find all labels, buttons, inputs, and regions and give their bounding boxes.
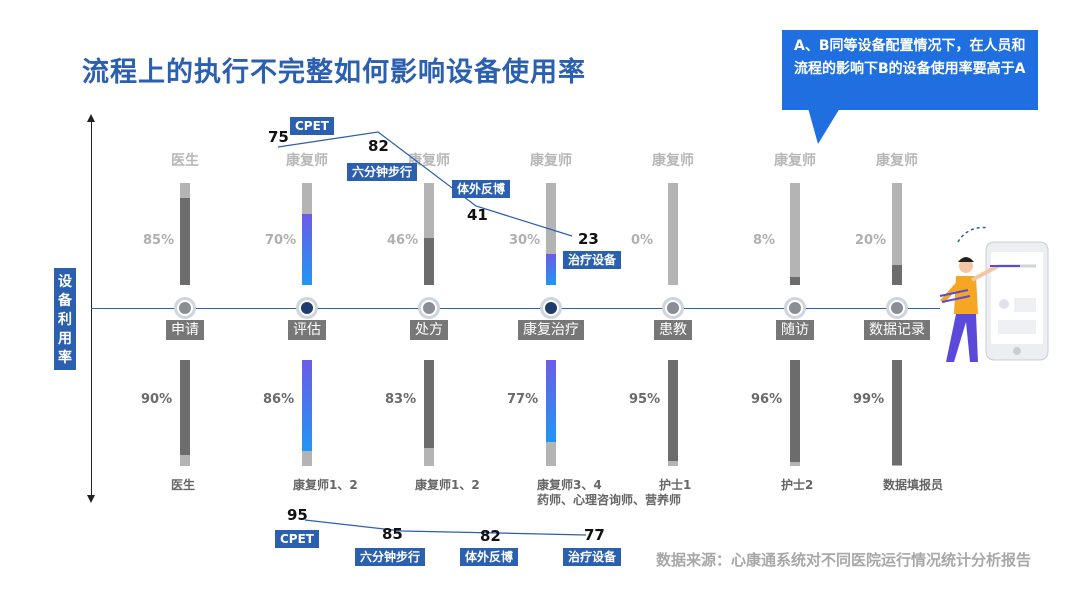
- stage-label: 处方: [410, 320, 448, 340]
- hospital-a-utilization-label: 0%: [631, 233, 654, 248]
- stage-label: 评估: [288, 320, 326, 340]
- stage-label: 康复治疗: [518, 320, 584, 340]
- hospital-a-equipment-value: 75: [268, 128, 289, 146]
- hospital-a-role: 康复师: [408, 153, 450, 169]
- page-title: 流程上的执行不完整如何影响设备使用率: [82, 57, 586, 88]
- hospital-b-utilization-label: 83%: [385, 392, 417, 407]
- y-axis-line: [91, 120, 92, 498]
- stage-label: 申请: [166, 320, 204, 340]
- hospital-a-bar-track: [424, 183, 434, 285]
- hospital-b-bar-fill: [302, 360, 312, 452]
- hospital-b-role: 医生: [171, 478, 196, 492]
- stage-label: 随访: [776, 320, 814, 340]
- hospital-a-role: 康复师: [774, 153, 816, 169]
- hospital-b-bar-fill: [668, 360, 678, 461]
- hospital-b-utilization-label: 86%: [263, 392, 295, 407]
- hospital-a-equipment-tag: CPET: [290, 117, 334, 135]
- equipment-trend-a: [277, 131, 573, 237]
- hospital-b-utilization-label: 90%: [141, 392, 173, 407]
- hospital-a-bar-fill: [790, 276, 800, 285]
- hospital-a-bar-track: [668, 183, 678, 285]
- hospital-b-utilization-label: 77%: [507, 392, 539, 407]
- hospital-b-bar-fill: [790, 360, 800, 462]
- hospital-a-utilization-label: 20%: [855, 233, 887, 248]
- hospital-b-equipment-value: 85: [382, 525, 403, 543]
- hospital-b-utilization-label: 99%: [853, 392, 885, 407]
- hospital-a-equipment-tag: 治疗设备: [563, 251, 622, 269]
- hospital-b-equipment-tag: 六分钟步行: [355, 548, 426, 566]
- data-source-note: 数据来源：心康通系统对不同医院运行情况统计分析报告: [656, 551, 1032, 569]
- hospital-a-equipment-value: 23: [578, 230, 599, 248]
- timeline-node: [543, 300, 559, 316]
- y-axis-arrow-down: [87, 495, 95, 503]
- hospital-b-role: 康复师3、4 药师、心理咨询师、营养师: [537, 478, 682, 507]
- hospital-b-equipment-tag: 体外反博: [460, 548, 519, 566]
- hospital-a-bar-fill: [892, 264, 902, 285]
- hospital-a-role: 康复师: [876, 153, 918, 169]
- hospital-a-bar-fill: [302, 213, 312, 285]
- hospital-b-bar-fill: [546, 360, 556, 442]
- hospital-b-role: 护士1: [659, 478, 692, 492]
- hospital-a-bar-fill: [424, 238, 434, 285]
- timeline-node: [665, 300, 681, 316]
- hospital-b-equipment-value: 95: [287, 506, 308, 524]
- hospital-a-role: 康复师: [286, 153, 328, 169]
- hospital-a-utilization-label: 46%: [387, 233, 419, 248]
- timeline-node: [177, 300, 193, 316]
- hospital-a-bar-track: [546, 183, 556, 285]
- callout-box: A、B同等设备配置情况下，在人员和流程的影响下B的设备使用率要高于A: [782, 30, 1038, 110]
- hospital-a-utilization-label: 30%: [509, 233, 541, 248]
- hospital-a-role: 康复师: [652, 153, 694, 169]
- timeline-node: [299, 300, 315, 316]
- hospital-a-equipment-tag: 体外反博: [452, 180, 511, 198]
- hospital-a-utilization-label: 85%: [143, 233, 175, 248]
- hospital-a-equipment-value: 41: [467, 206, 488, 224]
- hospital-b-role: 康复师1、2: [415, 478, 480, 492]
- timeline-node: [421, 300, 437, 316]
- y-axis-arrow-up: [87, 114, 95, 122]
- hospital-a-bar-fill: [546, 254, 556, 285]
- hospital-a-utilization-label: 70%: [265, 233, 297, 248]
- hospital-a-equipment-tag: 六分钟步行: [347, 163, 418, 181]
- stage-label: 数据记录: [864, 320, 930, 340]
- hospital-b-equipment-value: 82: [480, 527, 501, 545]
- hospital-a-bar-fill: [180, 198, 190, 285]
- stage-label: 患教: [654, 320, 692, 340]
- hospital-b-bar-fill: [424, 360, 434, 448]
- hospital-b-bar-fill: [892, 360, 902, 465]
- y-axis-label: 设备利用率: [54, 268, 76, 370]
- callout-pointer: [808, 108, 840, 144]
- process-timeline-line: [91, 308, 940, 309]
- timeline-node: [787, 300, 803, 316]
- hospital-a-role: 康复师: [530, 153, 572, 169]
- hospital-b-equipment-tag: 治疗设备: [563, 548, 622, 566]
- hospital-b-utilization-label: 95%: [629, 392, 661, 407]
- hospital-b-utilization-label: 96%: [751, 392, 783, 407]
- hospital-a-equipment-value: 82: [368, 137, 389, 155]
- hospital-a-role: 医生: [171, 153, 199, 169]
- hospital-b-role: 护士2: [781, 478, 814, 492]
- person-with-phone-illustration: [939, 226, 1049, 362]
- hospital-b-role: 数据填报员: [883, 478, 944, 492]
- hospital-b-equipment-value: 77: [584, 526, 605, 544]
- equipment-trend-b: [304, 519, 587, 536]
- hospital-a-bar-track: [892, 183, 902, 285]
- hospital-b-role: 康复师1、2: [293, 478, 358, 492]
- hospital-b-bar-fill: [180, 360, 190, 456]
- hospital-a-bar-track: [790, 183, 800, 285]
- hospital-b-equipment-tag: CPET: [275, 530, 319, 548]
- timeline-node: [889, 300, 905, 316]
- hospital-a-utilization-label: 8%: [753, 233, 776, 248]
